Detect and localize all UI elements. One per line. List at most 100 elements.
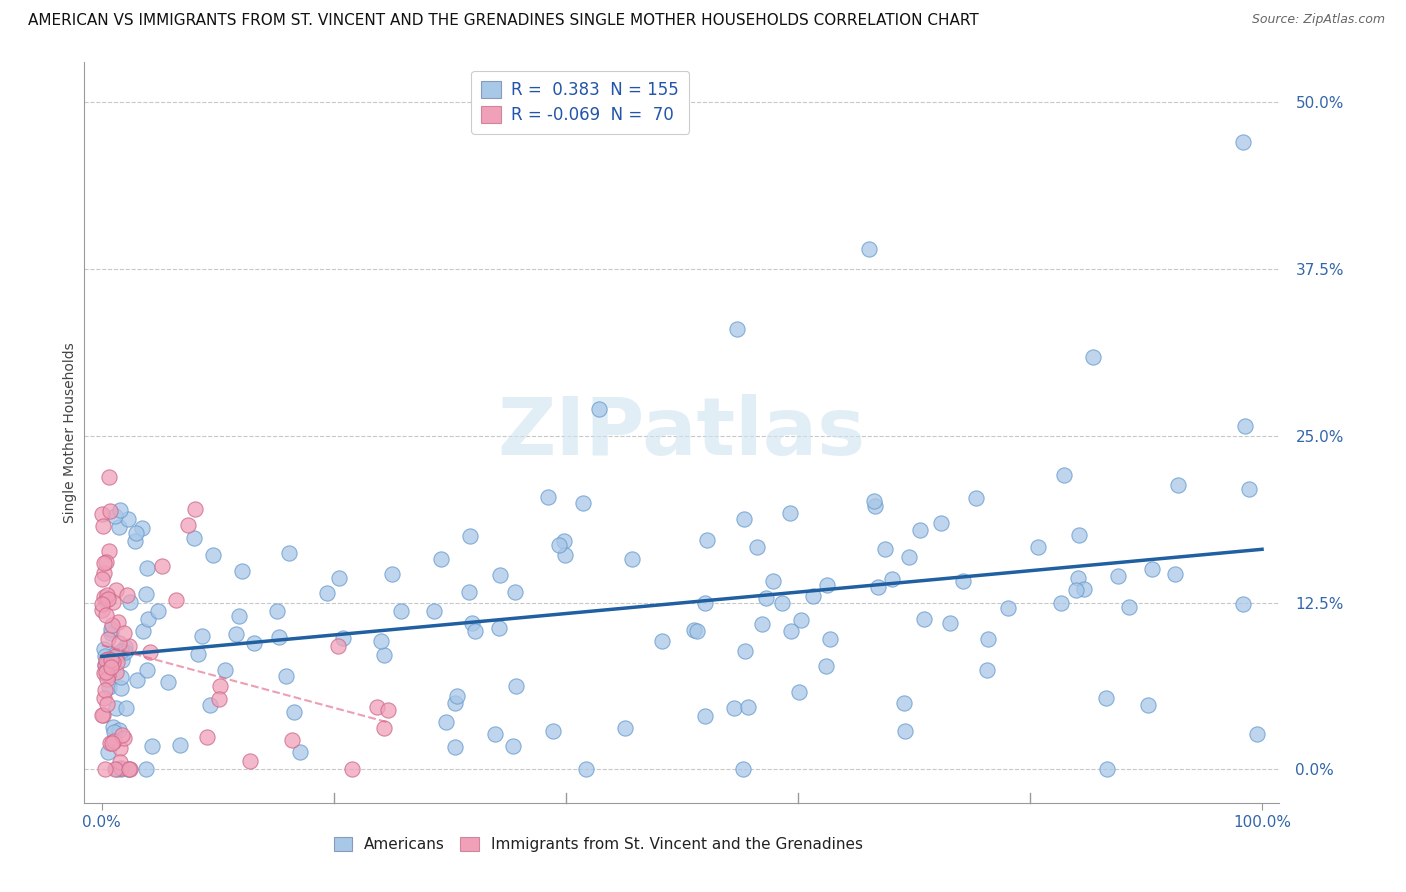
- Point: [103, 763, 125, 777]
- Point: [484, 727, 506, 741]
- Point: [104, 665, 127, 680]
- Point: [91, 572, 114, 586]
- Text: Source: ZipAtlas.com: Source: ZipAtlas.com: [1251, 13, 1385, 27]
- Point: [169, 738, 191, 752]
- Point: [997, 600, 1019, 615]
- Point: [897, 550, 920, 565]
- Point: [94, 648, 117, 663]
- Point: [588, 402, 610, 417]
- Point: [1167, 478, 1189, 492]
- Point: [135, 763, 157, 777]
- Point: [266, 604, 288, 618]
- Point: [135, 663, 157, 677]
- Point: [104, 647, 127, 661]
- Point: [111, 645, 134, 659]
- Point: [458, 529, 481, 543]
- Point: [100, 618, 122, 632]
- Point: [110, 763, 132, 777]
- Point: [328, 639, 350, 653]
- Point: [120, 763, 142, 777]
- Point: [94, 683, 117, 698]
- Point: [110, 670, 132, 684]
- Point: [91, 707, 114, 722]
- Point: [225, 627, 247, 641]
- Point: [912, 612, 935, 626]
- Point: [98, 504, 121, 518]
- Point: [423, 604, 446, 618]
- Point: [751, 617, 773, 632]
- Point: [381, 567, 404, 582]
- Point: [1067, 571, 1090, 585]
- Point: [104, 583, 127, 598]
- Y-axis label: Single Mother Households: Single Mother Households: [63, 343, 77, 523]
- Point: [110, 681, 132, 695]
- Point: [110, 653, 132, 667]
- Point: [195, 730, 218, 744]
- Point: [104, 509, 127, 524]
- Point: [696, 533, 718, 547]
- Point: [505, 679, 527, 693]
- Point: [105, 763, 128, 777]
- Point: [373, 721, 395, 735]
- Point: [734, 644, 756, 658]
- Point: [762, 574, 785, 588]
- Point: [97, 632, 120, 647]
- Point: [93, 690, 115, 705]
- Point: [238, 754, 260, 768]
- Point: [1049, 596, 1071, 610]
- Point: [110, 741, 132, 756]
- Point: [198, 698, 221, 712]
- Point: [731, 763, 754, 777]
- Point: [443, 696, 465, 710]
- Point: [97, 668, 120, 682]
- Point: [135, 587, 157, 601]
- Point: [929, 516, 952, 531]
- Point: [1095, 690, 1118, 705]
- Point: [94, 593, 117, 607]
- Point: [108, 636, 131, 650]
- Point: [1232, 136, 1254, 150]
- Point: [96, 672, 118, 686]
- Point: [93, 641, 115, 656]
- Point: [695, 596, 717, 610]
- Point: [572, 496, 595, 510]
- Point: [328, 570, 350, 584]
- Point: [281, 733, 304, 747]
- Point: [90, 603, 112, 617]
- Point: [541, 723, 564, 738]
- Point: [97, 652, 120, 666]
- Point: [733, 512, 755, 526]
- Point: [108, 520, 131, 534]
- Point: [105, 701, 128, 715]
- Point: [150, 558, 173, 573]
- Point: [136, 560, 159, 574]
- Point: [787, 685, 810, 699]
- Point: [156, 675, 179, 690]
- Point: [489, 567, 512, 582]
- Point: [651, 634, 673, 648]
- Point: [965, 491, 987, 505]
- Point: [377, 703, 399, 717]
- Point: [98, 544, 121, 558]
- Point: [107, 615, 129, 629]
- Point: [100, 653, 122, 667]
- Point: [755, 591, 778, 605]
- Point: [96, 588, 118, 602]
- Point: [177, 518, 200, 533]
- Point: [118, 763, 141, 777]
- Point: [780, 624, 803, 638]
- Point: [114, 645, 136, 659]
- Point: [283, 705, 305, 719]
- Point: [1064, 582, 1087, 597]
- Point: [1073, 582, 1095, 597]
- Point: [737, 699, 759, 714]
- Point: [100, 625, 122, 640]
- Point: [893, 724, 915, 739]
- Point: [1232, 597, 1254, 611]
- Point: [801, 589, 824, 603]
- Point: [91, 518, 114, 533]
- Point: [858, 242, 880, 256]
- Point: [815, 578, 838, 592]
- Point: [332, 631, 354, 645]
- Point: [862, 494, 884, 508]
